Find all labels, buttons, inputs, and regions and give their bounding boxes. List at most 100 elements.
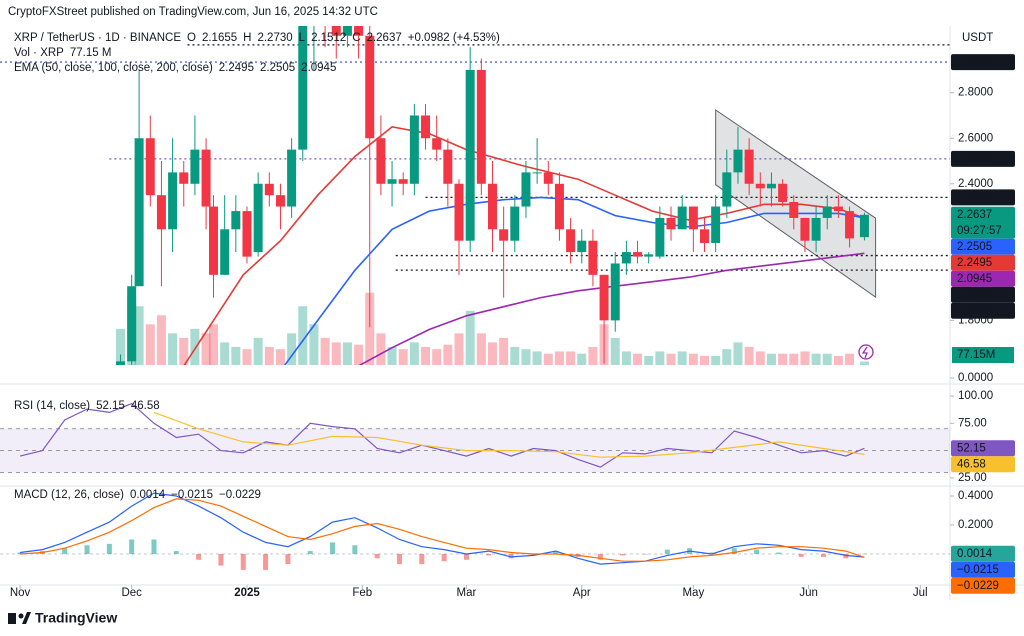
candle-body	[755, 183, 765, 189]
candle-body	[209, 206, 219, 275]
volume-bar	[499, 337, 509, 365]
volume-bar	[465, 310, 475, 365]
candle-body	[432, 138, 442, 150]
volume-axis-box	[952, 347, 1014, 363]
volume-bar	[655, 351, 665, 365]
macd-histogram-bar	[240, 553, 246, 570]
ema-legend-value: 2.2505	[260, 62, 295, 74]
ohlc-key: O	[187, 32, 196, 44]
macd-histogram-bar	[17, 552, 23, 554]
candle-body	[566, 229, 576, 253]
ohlc-value: 2.1512	[311, 32, 346, 44]
price-axis-value: 2.5095	[957, 153, 992, 165]
y-tick-label: 75.00	[958, 417, 987, 429]
y-tick-label: 2.4000	[958, 178, 993, 190]
candle-body	[510, 206, 520, 241]
y-tick-label: 2.8000	[958, 87, 993, 99]
volume-bar	[588, 346, 598, 365]
alert-icon[interactable]	[858, 344, 874, 360]
candle-body	[588, 240, 598, 275]
price-axis-value: 2.0206	[957, 305, 992, 317]
volume-bar	[253, 337, 263, 365]
candle-body	[621, 252, 631, 264]
macd-histogram-bar	[196, 553, 202, 560]
volume-bar	[454, 333, 464, 365]
rsi-line	[19, 402, 865, 468]
volume-bar	[476, 333, 486, 365]
volume-bar	[677, 351, 687, 365]
volume-bar	[264, 346, 274, 365]
price-axis-value: −0.0229	[957, 580, 999, 592]
price-axis-box	[951, 577, 1015, 594]
macd-histogram-bar	[62, 548, 68, 554]
ema-legend: EMA (50, close, 100, close, 200, close)	[14, 62, 213, 74]
macd-legend-value: −0.0215	[171, 489, 213, 501]
volume-bar	[811, 353, 821, 365]
volume-bar	[610, 337, 620, 365]
volume-bar	[190, 328, 200, 365]
rsi-legend-value: 46.58	[131, 400, 160, 412]
macd-legend-value: −0.0229	[219, 489, 261, 501]
macd-histogram-bar	[419, 553, 425, 565]
price-axis-box	[951, 440, 1015, 457]
candle-body	[532, 172, 542, 174]
volume-bar	[566, 351, 576, 365]
macd-histogram-bar	[374, 553, 380, 559]
candle-body	[275, 195, 285, 207]
price-axis-box	[951, 189, 1015, 206]
volume-bar	[168, 333, 178, 365]
macd-histogram-bar	[307, 551, 313, 554]
ema-legend-value: 2.0945	[301, 62, 336, 74]
price-axis-value: −0.0215	[957, 564, 999, 576]
price-axis-value: 2.0847	[957, 289, 992, 301]
pane	[0, 492, 950, 570]
candle-body	[298, 26, 308, 150]
candle-body	[599, 274, 609, 321]
publisher: CryptoFXStreet published on TradingView.…	[8, 6, 378, 18]
candle-body	[134, 138, 144, 287]
macd-histogram-bar	[861, 553, 867, 555]
volume-axis-label: 77.15M	[957, 349, 995, 361]
price-axis-value: 2.2505	[957, 241, 992, 253]
macd-histogram-bar	[642, 553, 648, 555]
volume-bar	[722, 349, 732, 365]
x-tick-label: 2025	[234, 587, 260, 599]
candle-body	[127, 286, 137, 362]
volume-bar	[621, 351, 631, 365]
candle-body	[543, 172, 553, 184]
volume-bar	[220, 342, 230, 365]
macd-histogram-bar	[508, 553, 514, 559]
volume-bar	[755, 351, 765, 365]
candle-body	[722, 172, 732, 207]
macd-histogram-bar	[664, 549, 670, 554]
volume-bar	[398, 349, 408, 365]
volume-bar	[443, 344, 453, 365]
candle-body	[454, 183, 464, 241]
legend-title: XRP / TetherUS · 1D · BINANCE	[14, 32, 181, 44]
volume-bar	[342, 342, 352, 365]
price-axis-box	[951, 302, 1015, 319]
ohlc-key: H	[243, 32, 251, 44]
macd-histogram-bar	[218, 553, 224, 566]
countdown: 09:27:57	[957, 225, 1002, 237]
volume-bar	[409, 342, 419, 365]
candle-body	[168, 172, 178, 230]
candle-body	[811, 217, 821, 241]
macd-histogram-bar	[330, 542, 336, 554]
candle-body	[264, 183, 274, 196]
price-axis-box	[951, 254, 1015, 271]
macd-histogram-bar	[352, 545, 358, 554]
candle-body	[521, 172, 531, 207]
candle-body	[476, 69, 486, 184]
candle-body	[145, 138, 155, 196]
ohlc-value: 2.2730	[257, 32, 292, 44]
volume-bar	[510, 346, 520, 365]
y-tick-label: 2.6000	[958, 132, 993, 144]
macd-line	[20, 492, 865, 565]
macd-histogram-bar	[285, 553, 291, 565]
volume-bar	[387, 346, 397, 365]
macd-histogram-bar	[106, 543, 112, 554]
